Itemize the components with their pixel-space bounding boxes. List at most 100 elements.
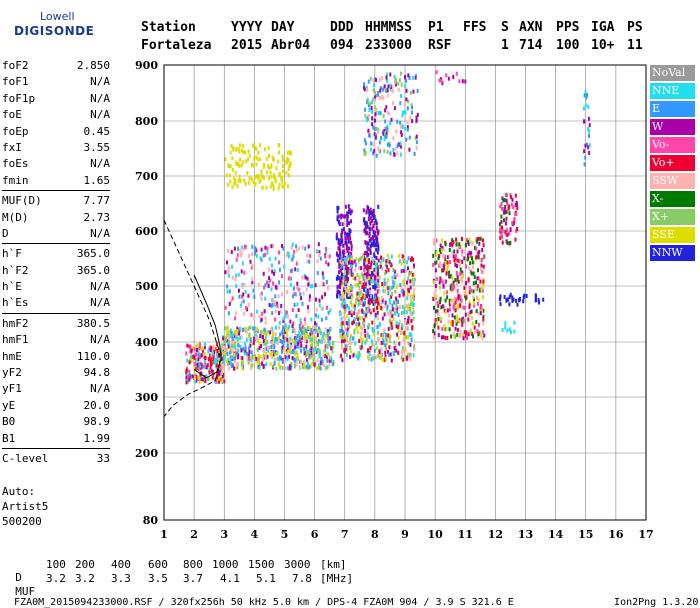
footer-muf-value: 3.3 [111, 572, 131, 585]
data-point [255, 155, 258, 160]
data-point [504, 210, 507, 215]
data-point [450, 334, 453, 339]
data-point [286, 343, 289, 348]
data-point [315, 307, 318, 312]
data-point [499, 227, 502, 232]
data-point [387, 326, 390, 331]
data-point [235, 160, 238, 165]
logo-line2: DIGISONDE [14, 24, 95, 38]
data-point [482, 243, 485, 248]
data-point [377, 130, 380, 135]
data-point [273, 271, 275, 276]
data-point [250, 366, 253, 371]
data-point [273, 269, 276, 274]
data-point [361, 285, 364, 290]
data-point [402, 338, 405, 343]
data-point [445, 327, 448, 332]
data-point [231, 296, 234, 301]
data-point [197, 347, 200, 352]
data-point [305, 344, 308, 349]
data-point [432, 329, 435, 333]
x-tick-label: 4 [251, 528, 259, 541]
data-point [391, 275, 394, 280]
data-point [382, 284, 385, 289]
data-point [389, 151, 392, 156]
data-point [354, 267, 357, 272]
data-point [203, 379, 206, 384]
data-point [504, 321, 507, 326]
data-point [444, 326, 447, 331]
data-point [360, 266, 363, 271]
data-point [289, 163, 292, 168]
data-point [458, 79, 461, 84]
data-point [308, 294, 311, 299]
data-point [468, 303, 471, 308]
data-point [387, 128, 390, 133]
data-point [444, 242, 447, 247]
data-point [204, 345, 206, 350]
data-point [278, 143, 281, 148]
data-point [350, 303, 353, 308]
footer-distance-value: 400 [111, 558, 131, 571]
data-point [358, 275, 361, 280]
data-point [288, 324, 291, 329]
data-point [500, 219, 503, 224]
data-point [362, 318, 365, 323]
data-point [439, 316, 442, 321]
data-point [451, 320, 454, 325]
data-point [363, 148, 366, 153]
data-point [226, 329, 229, 334]
data-point [229, 350, 232, 355]
data-point [365, 310, 368, 315]
param-value: 380.5 [76, 316, 110, 330]
data-point [398, 254, 401, 258]
data-point [368, 260, 370, 264]
data-point [231, 264, 234, 269]
data-point [296, 267, 299, 272]
data-point [365, 306, 368, 311]
data-point [342, 291, 345, 296]
data-point [329, 336, 332, 341]
data-point [317, 326, 320, 331]
data-point [380, 346, 383, 351]
data-point [383, 281, 386, 286]
data-point [364, 150, 367, 155]
data-point [284, 330, 287, 334]
data-point [372, 224, 375, 229]
data-point [407, 315, 410, 320]
legend-entry: Vo+ [650, 155, 695, 171]
param-value: 1.65 [83, 173, 111, 187]
x-tick-label: 6 [311, 528, 319, 541]
data-point [286, 337, 289, 342]
data-point [394, 146, 397, 151]
data-point [458, 264, 461, 269]
y-tick-label: 700 [135, 170, 158, 183]
data-point [256, 329, 259, 334]
param-row: C-level 33 [2, 451, 110, 467]
data-point [276, 301, 278, 306]
data-point [514, 211, 517, 216]
data-point [295, 362, 298, 367]
data-point [370, 256, 373, 261]
data-point [212, 344, 215, 349]
data-point [513, 320, 516, 325]
data-point [269, 278, 272, 283]
data-point [448, 298, 451, 303]
data-point [340, 236, 343, 240]
data-point [326, 365, 329, 370]
data-point [460, 318, 463, 323]
data-point [464, 290, 467, 295]
x-tick-label: 13 [518, 528, 533, 541]
data-point [392, 101, 395, 106]
data-point [237, 147, 240, 152]
data-point [346, 294, 349, 299]
data-point [371, 100, 374, 104]
data-point [338, 247, 341, 252]
data-point [364, 250, 367, 255]
data-point [252, 163, 255, 168]
data-point [292, 294, 295, 299]
data-point [292, 327, 295, 332]
data-point [367, 241, 370, 246]
data-point [392, 317, 395, 322]
data-point [244, 326, 247, 331]
